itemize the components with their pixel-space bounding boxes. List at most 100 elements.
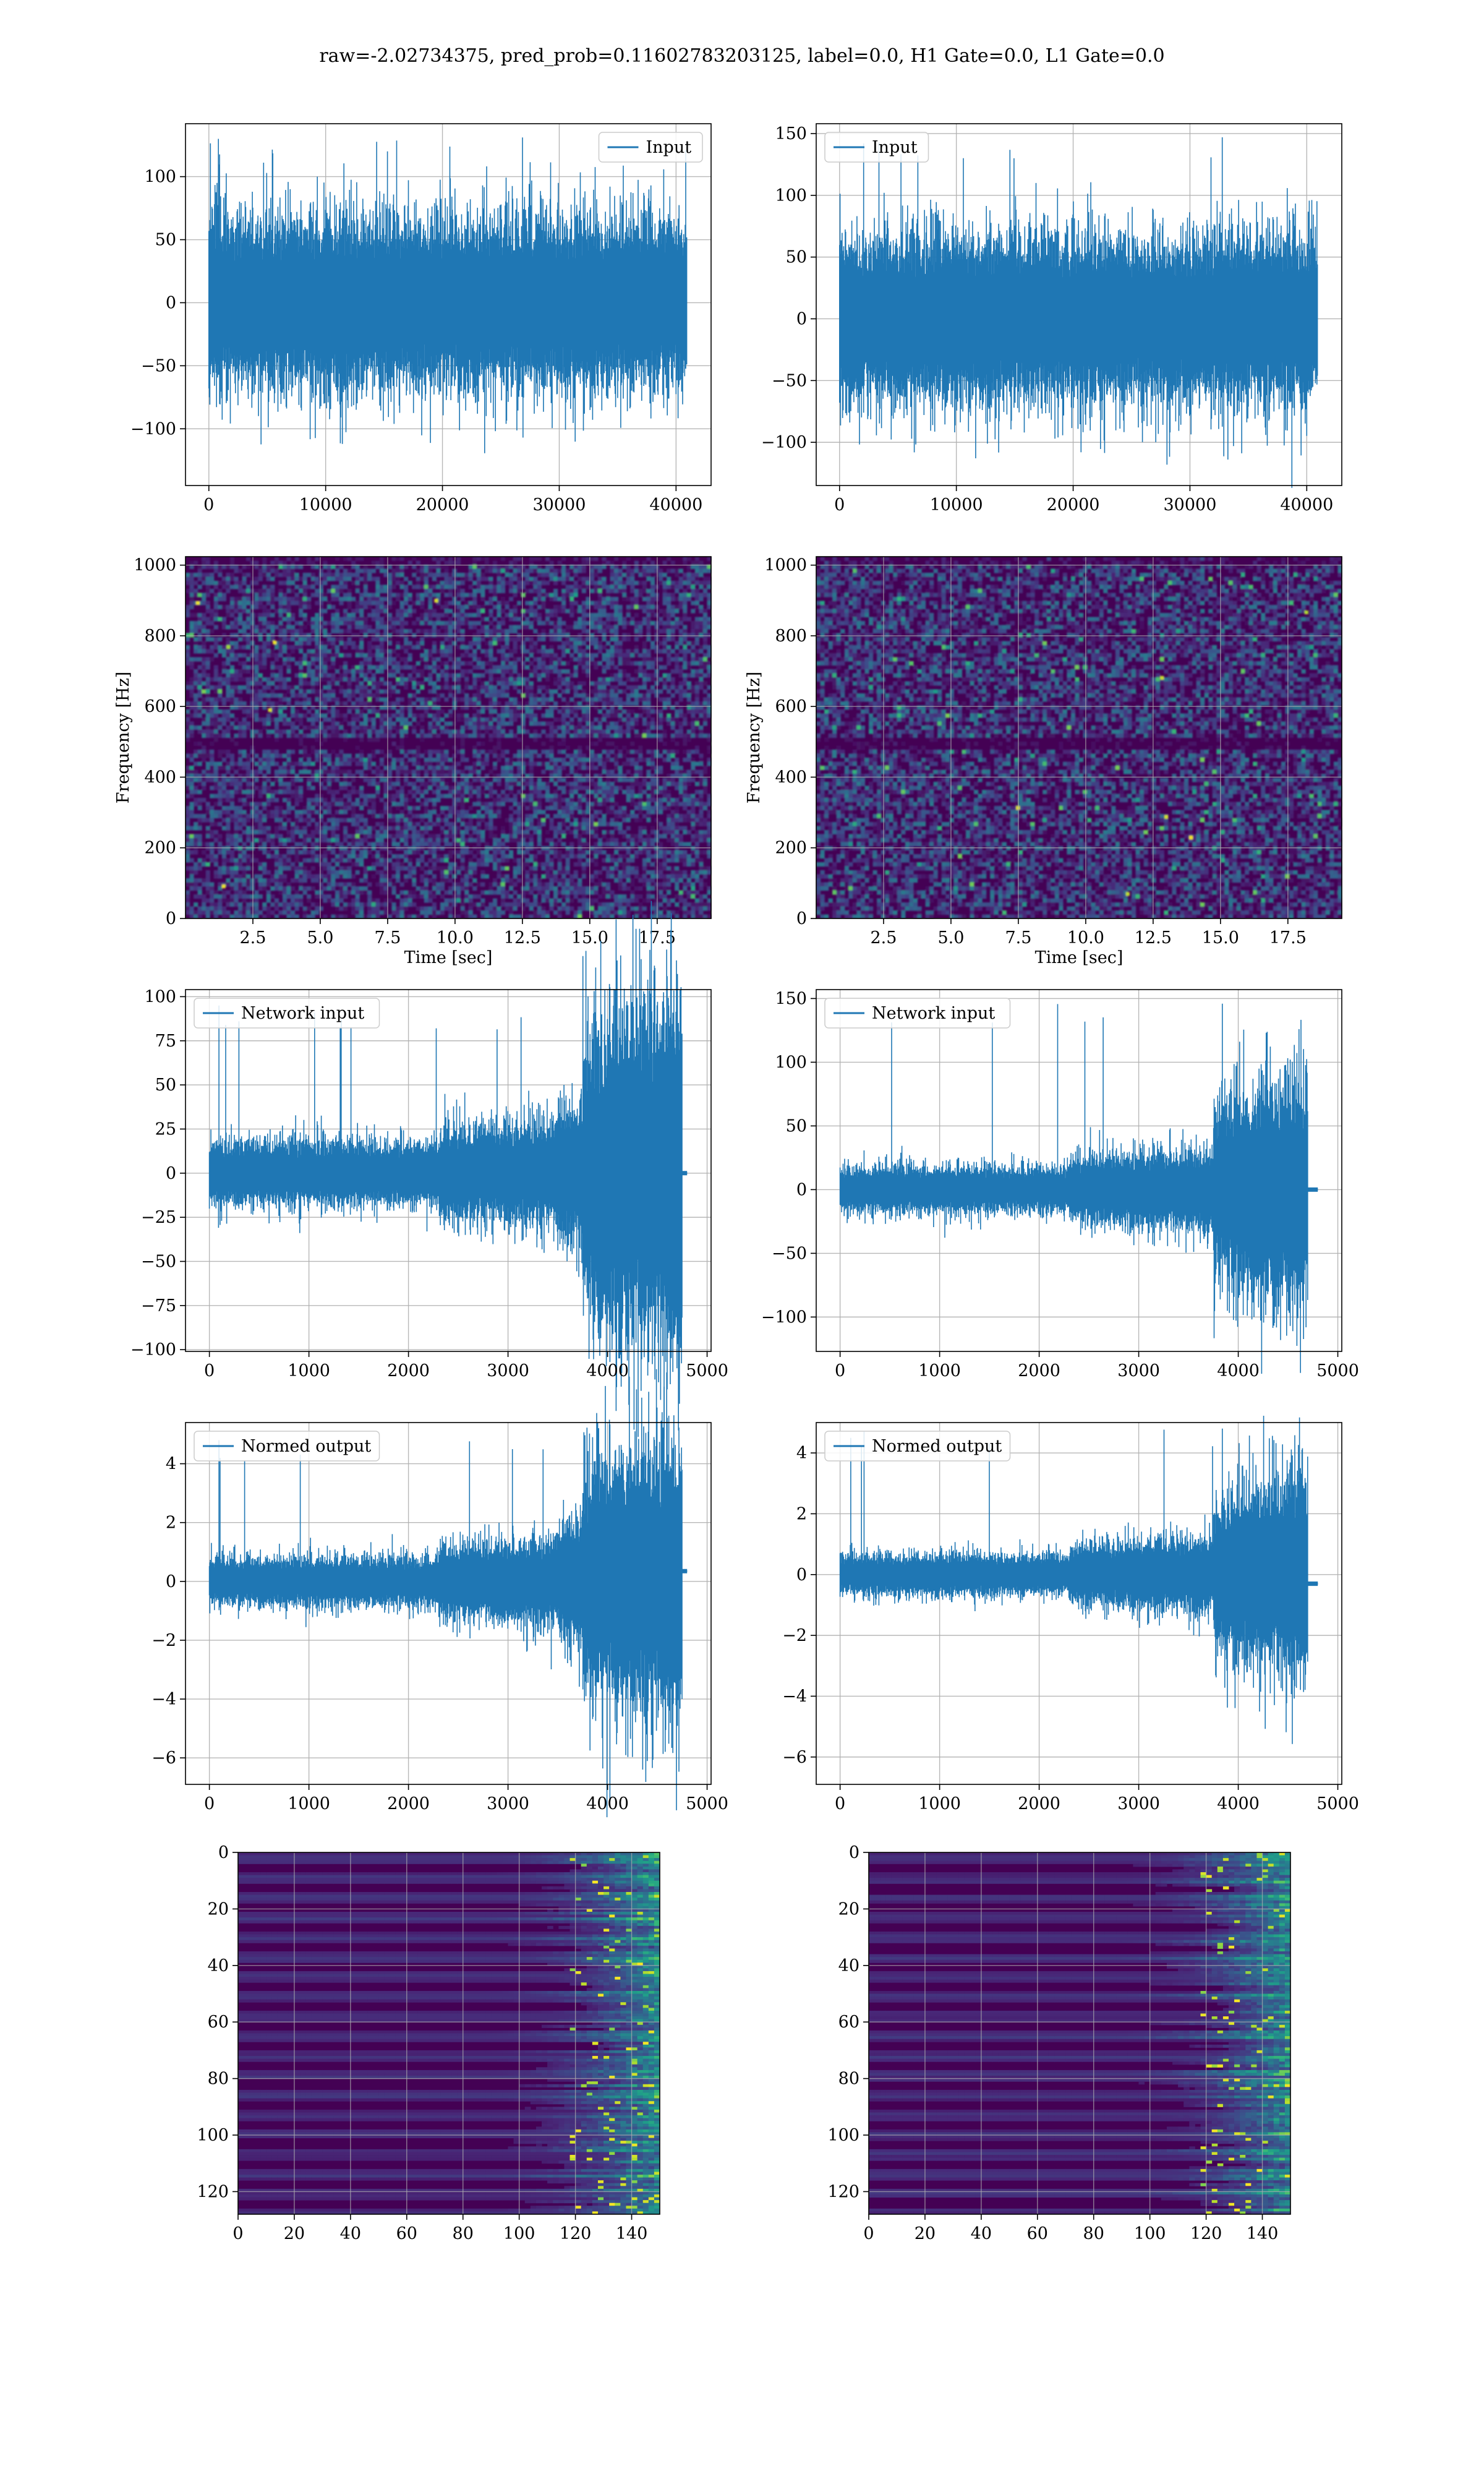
y-tick-label: 0: [166, 293, 176, 312]
x-tick-label: 40000: [1280, 495, 1333, 515]
y-tick-label: 2: [166, 1513, 176, 1533]
y-tick-label: 0: [218, 1843, 229, 1862]
x-axis-label: Time [sec]: [404, 948, 493, 967]
y-tick-label: 75: [155, 1032, 176, 1051]
x-tick-label: 5000: [686, 1361, 728, 1380]
y-tick-label: −4: [151, 1690, 176, 1709]
y-tick-label: 40: [838, 1956, 859, 1975]
x-tick-label: 2000: [1018, 1361, 1060, 1380]
y-tick-label: 50: [155, 231, 176, 250]
y-tick-label: 800: [775, 627, 807, 646]
y-tick-label: 0: [796, 1565, 807, 1585]
x-tick-label: 120: [1190, 2224, 1222, 2243]
legend-label: Normed output: [872, 1437, 1002, 1456]
y-tick-label: 100: [144, 168, 176, 187]
y-tick-label: 150: [775, 989, 807, 1008]
y-tick-label: 120: [197, 2182, 229, 2201]
series-line: [210, 901, 687, 1439]
x-tick-label: 40000: [649, 495, 702, 515]
y-tick-label: −6: [151, 1748, 176, 1768]
y-tick-label: 400: [144, 768, 176, 787]
y-tick-label: 600: [144, 697, 176, 716]
x-tick-label: 4000: [586, 1794, 629, 1813]
x-tick-label: 0: [232, 2224, 243, 2243]
legend-label: Normed output: [241, 1437, 371, 1456]
x-tick-label: 10.0: [437, 928, 474, 948]
y-tick-label: −6: [782, 1748, 807, 1767]
x-tick-label: 10000: [299, 495, 352, 515]
x-tick-label: 10000: [930, 495, 983, 515]
legend-label: Input: [872, 138, 918, 157]
y-tick-label: 0: [796, 309, 807, 328]
x-tick-label: 120: [560, 2224, 592, 2243]
legend-label: Network input: [241, 1004, 364, 1023]
legend: Normed output: [194, 1431, 380, 1461]
y-tick-label: −25: [141, 1208, 176, 1227]
y-tick-label: 800: [144, 627, 176, 646]
y-tick-label: 60: [838, 2013, 859, 2032]
legend-label: Network input: [872, 1004, 995, 1023]
y-tick-label: 0: [166, 909, 176, 928]
y-tick-label: 2: [796, 1504, 807, 1523]
y-tick-label: −50: [141, 356, 176, 375]
series-line: [840, 1004, 1318, 1374]
y-tick-label: 40: [208, 1956, 229, 1975]
y-tick-label: 0: [796, 909, 807, 928]
y-tick-label: 200: [775, 839, 807, 858]
x-tick-label: 100: [1134, 2224, 1166, 2243]
x-tick-label: 0: [835, 1794, 845, 1813]
legend: Input: [825, 132, 929, 162]
y-tick-label: 50: [786, 1116, 807, 1136]
x-tick-label: 100: [503, 2224, 535, 2243]
x-tick-label: 5000: [686, 1794, 728, 1813]
x-tick-label: 20000: [1047, 495, 1100, 515]
y-tick-label: −100: [130, 1340, 176, 1359]
x-tick-label: 5.0: [937, 928, 964, 948]
x-tick-label: 4000: [1217, 1794, 1260, 1813]
y-tick-label: 150: [775, 124, 807, 143]
x-tick-label: 0: [204, 1361, 215, 1380]
y-tick-label: 600: [775, 697, 807, 716]
legend: Input: [599, 132, 703, 162]
legend: Normed output: [825, 1431, 1010, 1461]
y-tick-label: −50: [772, 371, 807, 390]
legend: Network input: [194, 998, 380, 1028]
y-tick-label: 4: [796, 1444, 807, 1463]
y-tick-label: 50: [786, 248, 807, 267]
x-tick-label: 1000: [918, 1361, 961, 1380]
x-tick-label: 3000: [487, 1794, 529, 1813]
y-tick-label: 20: [208, 1899, 229, 1919]
series-line: [840, 1416, 1318, 1744]
x-tick-label: 2000: [387, 1794, 430, 1813]
x-tick-label: 12.5: [504, 928, 541, 948]
x-tick-label: 140: [1247, 2224, 1279, 2243]
x-tick-label: 4000: [1217, 1361, 1260, 1380]
x-tick-label: 4000: [586, 1361, 629, 1380]
y-tick-label: 100: [197, 2126, 229, 2145]
y-tick-label: 1000: [134, 556, 176, 575]
y-tick-label: −100: [761, 433, 807, 452]
x-tick-label: 0: [203, 495, 214, 515]
y-tick-label: −75: [141, 1296, 176, 1316]
y-tick-label: 100: [827, 2126, 859, 2145]
y-tick-label: 400: [775, 768, 807, 787]
legend: Network input: [825, 998, 1010, 1028]
y-axis-label: Frequency [Hz]: [744, 672, 764, 803]
l1-input-axes: 0 10000 20000 30000 40000−100−50050100150Inp…: [761, 124, 1342, 515]
y-tick-label: 25: [155, 1119, 176, 1139]
x-tick-label: 20: [284, 2224, 305, 2243]
y-tick-label: 60: [208, 2013, 229, 2032]
x-tick-label: 0: [835, 1361, 845, 1380]
y-tick-label: 100: [775, 1053, 807, 1072]
legend-label: Input: [646, 138, 692, 157]
x-tick-label: 1000: [288, 1794, 330, 1813]
x-tick-label: 60: [1027, 2224, 1048, 2243]
x-tick-label: 40: [971, 2224, 992, 2243]
x-tick-label: 80: [1083, 2224, 1104, 2243]
x-tick-label: 17.5: [639, 928, 676, 948]
x-tick-label: 5000: [1316, 1794, 1359, 1813]
y-tick-label: −100: [130, 419, 176, 439]
